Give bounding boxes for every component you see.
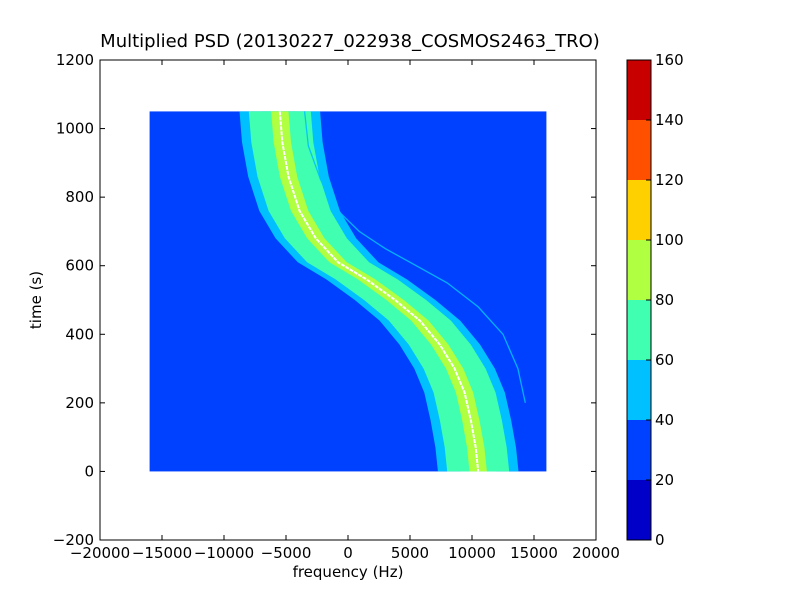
y-tick-label: 400: [65, 325, 94, 343]
chart-title: Multiplied PSD (20130227_022938_COSMOS24…: [100, 31, 600, 52]
y-axis-title: time (s): [27, 271, 45, 329]
x-tick-label: 10000: [448, 544, 496, 562]
x-tick-label: −5000: [261, 544, 312, 562]
track-band-4: [271, 111, 487, 472]
x-tick-label: 20000: [572, 544, 620, 562]
x-tick-label: −20000: [70, 544, 130, 562]
x-tick-label: 0: [343, 544, 353, 562]
colorbar-tick-label: 160: [655, 51, 684, 69]
x-tick-label: 15000: [510, 544, 558, 562]
colorbar-tick-label: 20: [655, 471, 674, 489]
axis-ticks: −20000 −15000 −10000 −5000 0 5000 10000 15000 20…: [53, 51, 620, 562]
y-tick-label: 200: [65, 394, 94, 412]
colorbar-bin: [627, 240, 651, 300]
colorbar-tick-label: 40: [655, 411, 674, 429]
colorbar-tick-label: 60: [655, 351, 674, 369]
colorbar-tick-label: 140: [655, 111, 684, 129]
y-tick-label: 600: [65, 257, 94, 275]
colorbar-tick-label: 100: [655, 231, 684, 249]
colorbar-bin: [627, 60, 651, 120]
colorbar-bin: [627, 180, 651, 240]
colorbar-tick-label: 120: [655, 171, 684, 189]
colorbar-bin: [627, 120, 651, 180]
colorbar-bin: [627, 300, 651, 360]
colorbar-bin: [627, 420, 651, 480]
colorbar-tick-label: 80: [655, 291, 674, 309]
y-tick-label: −200: [53, 531, 94, 549]
track-peak-line: [278, 111, 480, 472]
x-tick-label: −15000: [132, 544, 192, 562]
y-tick-label: 1000: [56, 120, 94, 138]
y-tick-label: 800: [65, 188, 94, 206]
y-tick-label: 1200: [56, 51, 94, 69]
colorbar-bin: [627, 480, 651, 540]
secondary-track: [303, 111, 526, 404]
colorbar-tick-label: 0: [655, 531, 665, 549]
y-tick-label: 0: [84, 462, 94, 480]
heatmap-layer: [149, 111, 547, 472]
colorbar: 0 20 40 60 80 100 120 140 160: [626, 51, 684, 549]
x-axis-title: frequency (Hz): [293, 563, 404, 581]
colorbar-bin: [627, 360, 651, 420]
x-tick-label: 5000: [391, 544, 429, 562]
x-tick-label: −10000: [194, 544, 254, 562]
